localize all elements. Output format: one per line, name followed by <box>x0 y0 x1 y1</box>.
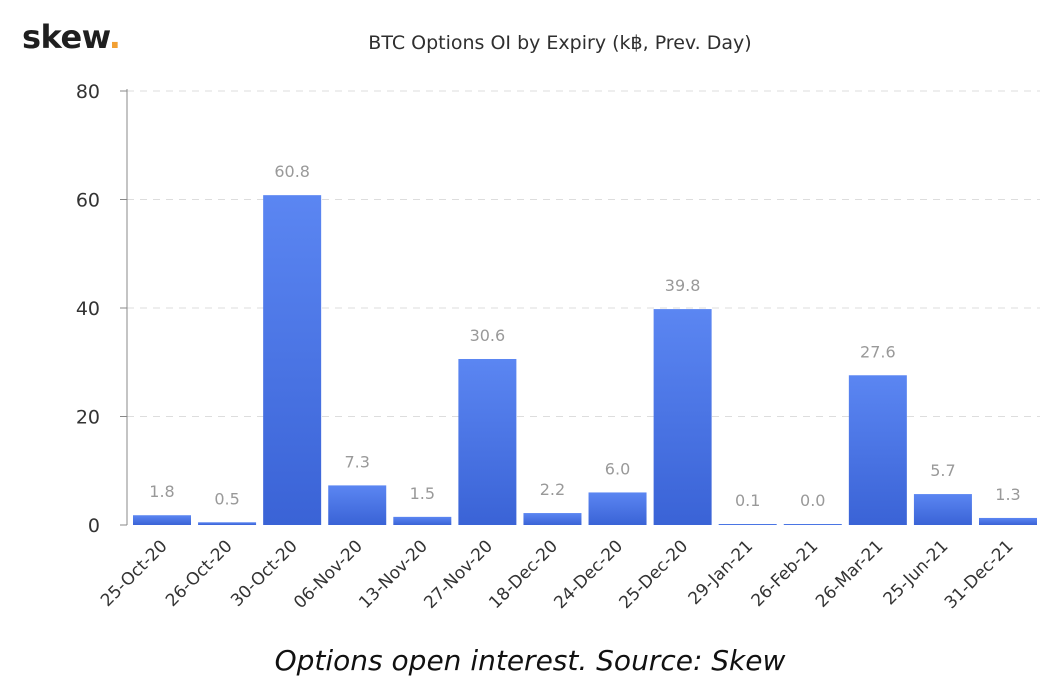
value-label: 2.2 <box>540 480 565 499</box>
bar-24-Dec-20 <box>588 492 647 525</box>
value-label: 30.6 <box>470 326 506 345</box>
value-label: 0.1 <box>735 491 760 510</box>
bar-30-Oct-20 <box>263 195 322 525</box>
value-label: 0.5 <box>214 489 239 508</box>
x-tick-label: 29-Jan-21 <box>685 536 758 609</box>
figure-caption: Options open interest. Source: Skew <box>274 644 786 677</box>
bar-26-Oct-20 <box>198 522 257 525</box>
bar-25-Oct-20 <box>133 515 191 525</box>
value-label: 1.3 <box>995 485 1020 504</box>
value-label: 7.3 <box>345 452 370 471</box>
x-tick-label: 31-Dec-21 <box>941 536 1018 613</box>
value-label: 1.8 <box>149 482 174 501</box>
chart-title: BTC Options OI by Expiry (k฿, Prev. Day) <box>368 32 752 54</box>
bar-26-Feb-21 <box>783 524 842 525</box>
value-label: 39.8 <box>665 276 701 295</box>
value-label: 0.0 <box>800 491 825 510</box>
x-tick-label: 26-Oct-20 <box>162 536 237 611</box>
value-label: 27.6 <box>860 342 896 361</box>
x-tick-label: 13-Nov-20 <box>355 536 432 613</box>
bar-27-Nov-20 <box>458 358 517 525</box>
x-tick-label: 26-Mar-21 <box>812 536 887 611</box>
value-label: 5.7 <box>930 461 955 480</box>
logo-text: skew <box>22 18 109 56</box>
x-tick-label: 18-Dec-20 <box>485 536 562 613</box>
x-tick-label: 06-Nov-20 <box>290 536 367 613</box>
bar-25-Jun-21 <box>913 494 972 525</box>
x-tick-label: 27-Nov-20 <box>420 536 497 613</box>
bar-26-Mar-21 <box>848 375 907 525</box>
bar-18-Dec-20 <box>523 513 582 525</box>
value-label: 1.5 <box>410 484 435 503</box>
x-tick-label: 24-Dec-20 <box>550 536 627 613</box>
bar-29-Jan-21 <box>718 524 777 525</box>
y-tick-label: 20 <box>76 407 100 429</box>
y-tick-label: 40 <box>76 298 100 320</box>
bar-13-Nov-20 <box>393 516 452 525</box>
x-tick-label: 25-Dec-20 <box>615 536 692 613</box>
skew-logo: skew. <box>22 18 121 56</box>
y-tick-label: 0 <box>88 515 100 537</box>
bar-31-Dec-21 <box>979 517 1037 525</box>
value-label: 60.8 <box>274 162 310 181</box>
x-axis: 25-Oct-2026-Oct-2030-Oct-2006-Nov-2013-N… <box>97 536 1018 613</box>
y-tick-label: 60 <box>76 190 100 212</box>
logo-dot: . <box>108 18 121 56</box>
x-tick-label: 25-Oct-20 <box>97 536 172 611</box>
value-labels: 1.8 0.5 60.8 7.3 1.5 30.6 2.2 6.0 39.8 0.1 0.0 27.6… <box>149 162 1020 510</box>
x-tick-label: 26-Feb-21 <box>748 536 823 611</box>
bar-06-Nov-20 <box>328 485 387 525</box>
y-axis: 0 20 40 60 80 <box>76 81 128 537</box>
value-label: 6.0 <box>605 459 630 478</box>
bars <box>133 195 1037 525</box>
y-tick-label: 80 <box>76 81 100 103</box>
bar-25-Dec-20 <box>653 309 712 525</box>
